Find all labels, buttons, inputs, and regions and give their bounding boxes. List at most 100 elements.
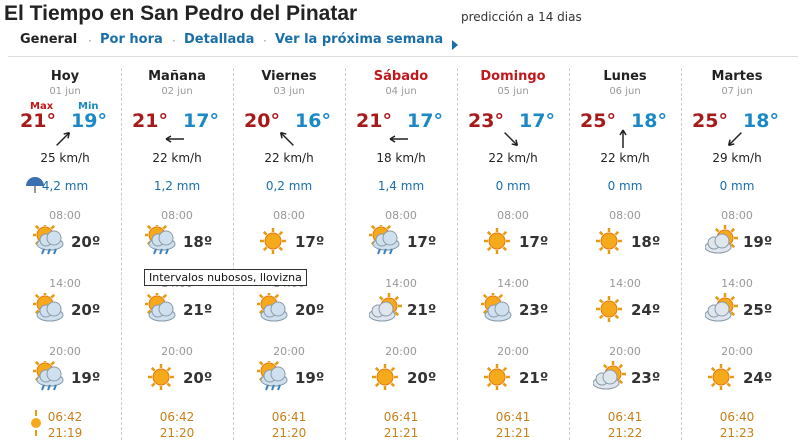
rain: 0,2 mm (265, 179, 313, 193)
slot-time: 14:00 (721, 277, 753, 290)
weather-icon (481, 225, 515, 261)
slot-time: 08:00 (385, 209, 417, 222)
slot-temp: 19º (743, 233, 773, 251)
min-temp: 16° (295, 110, 331, 132)
slot-time: 14:00 (49, 277, 81, 290)
wind: 22 km/h (488, 151, 538, 165)
rain-icon-svg (26, 177, 44, 193)
weather-icon-svg (32, 291, 64, 322)
weather-icon-svg (484, 364, 510, 390)
tab[interactable]: Detallada (184, 32, 255, 47)
slot-temp: 23º (519, 301, 549, 319)
sunrise: 06:41 (495, 410, 531, 424)
weather-icon (704, 225, 739, 261)
weather-icon (704, 293, 739, 329)
min-label: Min (78, 101, 99, 112)
slot-temp: 21º (183, 301, 213, 319)
day-name: Martes (711, 69, 763, 84)
day-name: Sábado (373, 69, 429, 84)
rain: 0 mm (607, 179, 643, 193)
sunrise: 06:42 (47, 410, 83, 424)
weather-icon-svg (256, 291, 288, 322)
wind: 29 km/h (712, 151, 762, 165)
max-temp: 21° (132, 110, 168, 132)
wind: 22 km/h (152, 151, 202, 165)
wind-arrow (387, 128, 411, 154)
weather-icon-svg (368, 293, 402, 322)
weather-icon-svg (32, 222, 64, 255)
weather-icon-svg (144, 291, 176, 322)
tab[interactable]: Por hora (100, 32, 163, 47)
weather-icon (593, 293, 627, 329)
weather-icon-svg (592, 361, 626, 390)
weather-icon (592, 361, 627, 397)
slot-time: 08:00 (273, 209, 305, 222)
weather-icon-svg (704, 293, 738, 322)
tab-arrow (451, 36, 459, 55)
title: El Tiempo en San Pedro del Pinatar (4, 2, 358, 25)
weather-icon-svg (484, 228, 510, 254)
column-divider (345, 68, 346, 440)
slot-time: 20:00 (385, 345, 417, 358)
slot-temp: 18º (183, 233, 213, 251)
slot-temp: 17º (519, 233, 549, 251)
rain: 0 mm (495, 179, 531, 193)
day-name: Lunes (603, 69, 647, 84)
sunset: 21:22 (607, 426, 643, 440)
slot-temp: 18º (631, 233, 661, 251)
weather-icon (593, 225, 627, 261)
weather-icon (481, 361, 515, 397)
sunset: 21:19 (47, 426, 83, 440)
wind-arrow (163, 128, 187, 154)
day-date: 04 jun (385, 86, 417, 97)
day-name: Hoy (50, 69, 80, 84)
wind-arrow (723, 128, 747, 154)
weather-icon-svg (260, 228, 286, 254)
wind-arrow-svg (56, 131, 71, 146)
slot-temp: 25º (743, 301, 773, 319)
weather-icon (32, 222, 67, 261)
slot-time: 14:00 (609, 277, 641, 290)
slot-temp: 20º (295, 301, 325, 319)
sunrise: 06:41 (271, 410, 307, 424)
day-name: Mañana (148, 69, 206, 84)
weather-icon-svg (148, 364, 174, 390)
day-date: 05 jun (497, 86, 529, 97)
rain: 1,4 mm (377, 179, 425, 193)
slot-time: 20:00 (273, 345, 305, 358)
wind-arrow-svg (619, 129, 627, 148)
weather-icon (705, 361, 739, 397)
sun-icon-svg (31, 410, 41, 436)
max-temp: 25° (580, 110, 616, 132)
rain: 1,2 mm (153, 179, 201, 193)
slot-temp: 19º (71, 369, 101, 387)
slot-time: 20:00 (721, 345, 753, 358)
slot-time: 08:00 (497, 209, 529, 222)
tab: General (20, 32, 78, 47)
sunset: 21:20 (159, 426, 195, 440)
slot-time: 14:00 (385, 277, 417, 290)
wind: 22 km/h (264, 151, 314, 165)
min-temp: 19° (71, 110, 107, 132)
slot-temp: 24º (631, 301, 661, 319)
min-temp: 18° (631, 110, 667, 132)
max-label: Max (30, 101, 54, 112)
weather-icon (256, 358, 291, 397)
slot-temp: 17º (407, 233, 437, 251)
tab-separator: · (263, 34, 267, 48)
sunset: 21:20 (271, 426, 307, 440)
slot-time: 08:00 (161, 209, 193, 222)
weather-icon-svg (704, 225, 738, 254)
sunset: 21:21 (383, 426, 419, 440)
slot-time: 20:00 (497, 345, 529, 358)
sunrise: 06:40 (719, 410, 755, 424)
weather-icon (144, 291, 179, 329)
min-temp: 17° (407, 110, 443, 132)
max-temp: 21° (20, 110, 56, 132)
tab[interactable]: Ver la próxima semana (275, 32, 444, 47)
weather-icon-svg (368, 222, 400, 255)
weather-icon-svg (144, 222, 176, 255)
max-temp: 20° (244, 110, 280, 132)
wind-arrow (611, 128, 635, 154)
